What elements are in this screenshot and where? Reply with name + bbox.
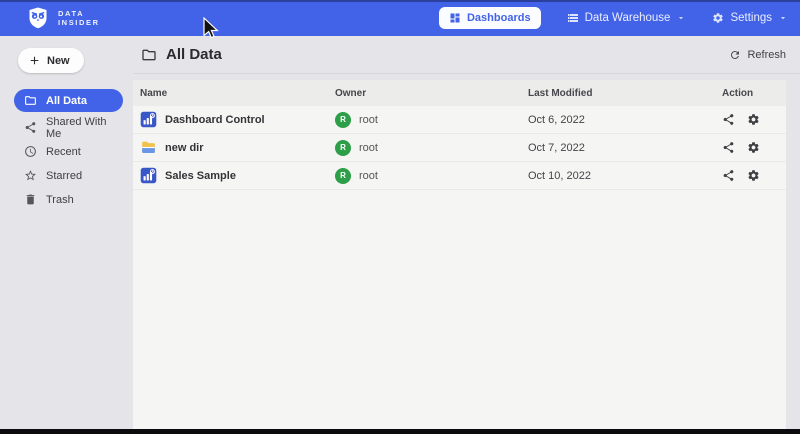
owner-name: root <box>359 113 378 126</box>
folder-file-icon <box>142 141 155 154</box>
sidebar-item-starred[interactable]: Starred <box>14 164 123 187</box>
trash-icon <box>26 194 35 205</box>
brand-line1: DATA <box>58 9 85 18</box>
new-button[interactable]: New <box>18 48 84 73</box>
new-button-label: New <box>47 54 70 67</box>
chevron-down-icon <box>679 17 684 20</box>
top-navigation: Dashboards Data Warehouse Settings <box>438 7 788 29</box>
sidebar-item-label: Starred <box>46 169 83 182</box>
file-name: Sales Sample <box>165 169 236 182</box>
star-icon <box>25 170 36 181</box>
nav-settings[interactable]: Settings <box>712 12 788 24</box>
table-header-row: Name Owner Last Modified Action <box>133 80 786 106</box>
sidebar-item-label: Shared With Me <box>46 115 107 140</box>
sidebar-item-recent[interactable]: Recent <box>14 140 123 163</box>
last-modified-date: Oct 7, 2022 <box>528 141 585 154</box>
column-header-action: Action <box>722 87 754 99</box>
owner-avatar: R <box>335 167 351 184</box>
dashboard-icon <box>450 13 460 23</box>
chevron-down-icon <box>780 17 786 20</box>
data-table-card: Name Owner Last Modified Action Dashboar… <box>133 80 786 429</box>
folder-icon <box>142 49 156 60</box>
settings-action-icon[interactable] <box>747 169 760 182</box>
column-header-last-modified: Last Modified <box>528 87 593 99</box>
share-action-icon[interactable] <box>722 169 735 182</box>
table-row[interactable]: Dashboard Control R root Oct 6, 2022 <box>133 106 786 134</box>
page-title: All Data <box>166 46 222 63</box>
gear-icon <box>713 13 724 23</box>
sidebar-item-all-data[interactable]: All Data <box>14 89 123 112</box>
column-header-owner: Owner <box>335 87 367 99</box>
sidebar: New All Data Shared With Me Recent Starr… <box>0 36 133 429</box>
refresh-button[interactable]: Refresh <box>729 49 786 61</box>
nav-dashboards-label: Dashboards <box>466 12 531 24</box>
settings-action-icon[interactable] <box>747 113 760 126</box>
last-modified-date: Oct 10, 2022 <box>528 169 591 182</box>
sidebar-item-trash[interactable]: Trash <box>14 188 123 211</box>
nav-data-warehouse[interactable]: Data Warehouse <box>567 12 687 24</box>
last-modified-date: Oct 6, 2022 <box>528 113 585 126</box>
nav-data-warehouse-label: Data Warehouse <box>584 12 671 24</box>
sidebar-item-label: Trash <box>46 193 74 206</box>
dashboard-file-icon <box>140 167 157 184</box>
sidebar-item-shared-with-me[interactable]: Shared With Me <box>14 115 123 140</box>
owner-name: root <box>359 141 378 154</box>
file-name: new dir <box>165 141 204 154</box>
folder-icon <box>25 96 36 105</box>
dashboard-file-icon <box>140 111 157 128</box>
nav-dashboards-button[interactable]: Dashboards <box>438 7 541 29</box>
database-icon <box>567 14 578 22</box>
share-action-icon[interactable] <box>722 141 735 154</box>
table-row[interactable]: new dir R root Oct 7, 2022 <box>133 134 786 162</box>
column-header-name: Name <box>140 87 168 99</box>
sidebar-item-label: All Data <box>46 94 87 107</box>
owner-name: root <box>359 169 378 182</box>
settings-action-icon[interactable] <box>747 141 760 154</box>
content-toolbar: All Data Refresh <box>133 36 800 74</box>
table-row[interactable]: Sales Sample R root Oct 10, 2022 <box>133 162 786 190</box>
main-content: All Data Refresh Name Owner Last Modifie… <box>133 36 800 429</box>
refresh-label: Refresh <box>747 48 786 61</box>
file-name: Dashboard Control <box>165 113 265 126</box>
page-title-group: All Data <box>141 46 222 63</box>
brand-line2: INSIDER <box>58 18 100 27</box>
clock-icon <box>25 146 36 157</box>
sidebar-item-label: Recent <box>46 145 81 158</box>
refresh-icon <box>731 50 740 59</box>
share-icon <box>25 122 36 133</box>
owner-avatar: R <box>335 139 351 156</box>
bottom-edge <box>0 429 800 434</box>
nav-settings-label: Settings <box>730 12 772 24</box>
share-action-icon[interactable] <box>722 113 735 126</box>
owner-avatar: R <box>335 111 351 128</box>
owl-shield-icon <box>29 7 47 29</box>
brand-logo: DATA INSIDER <box>26 6 100 30</box>
top-header: DATA INSIDER Dashboards Data Warehouse S… <box>0 0 800 36</box>
plus-icon <box>30 56 39 65</box>
